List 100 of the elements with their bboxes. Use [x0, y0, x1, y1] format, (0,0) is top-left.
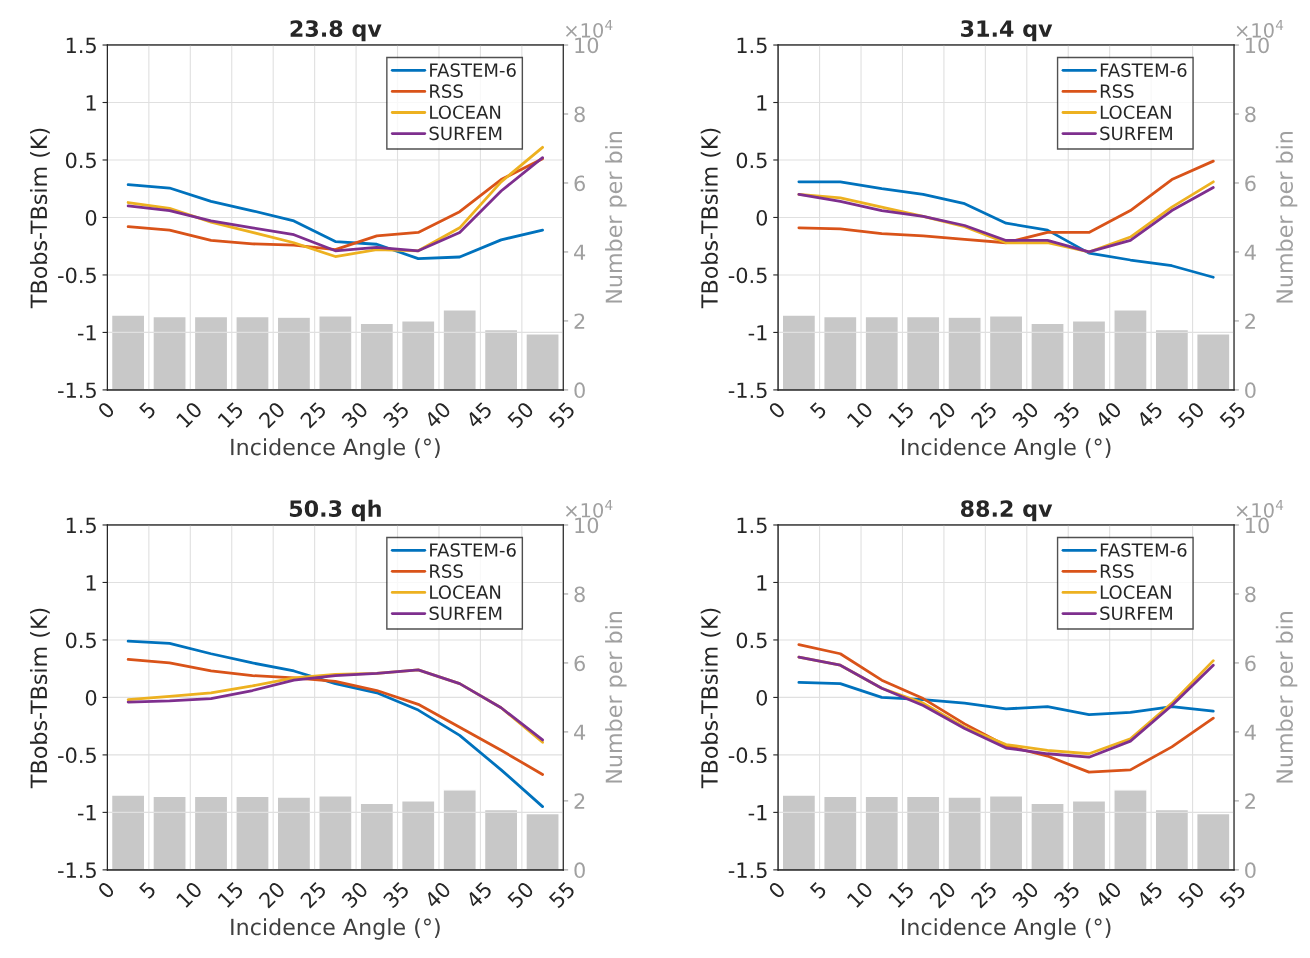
x-tick-label: 35	[1053, 401, 1081, 429]
text: ×10$^{4}$	[565, 499, 613, 518]
y-tick-label: 0.5	[736, 632, 767, 649]
x-axis-title: Incidence Angle (°)	[901, 438, 1111, 460]
chart-title: 23.8 qv	[290, 20, 382, 42]
y2-tick-label: 2	[1245, 793, 1255, 809]
x-tick-label: 40	[1094, 880, 1123, 910]
y2-tick-label: 0	[1245, 862, 1256, 879]
y-tick-label: -1	[77, 325, 96, 341]
x-tick-label: 55	[1219, 401, 1247, 429]
x-tick-label: 30	[1011, 880, 1040, 909]
text: ×10$^{4}$	[565, 20, 613, 38]
legend-label: FASTEM-6	[430, 63, 516, 77]
y2-tick-label: 4	[574, 724, 586, 740]
y-tick-label: -0.5	[58, 747, 96, 764]
y-tick-label: -1	[748, 325, 767, 341]
x-tick-label: 30	[1011, 400, 1040, 429]
x-tick-label: 5	[138, 881, 157, 900]
x-tick-label: 10	[175, 880, 203, 909]
y-tick-label: 1	[757, 575, 767, 591]
y-tick-label: 0.5	[65, 632, 96, 649]
x-tick-label: 45	[1135, 401, 1164, 430]
x-tick-label: 35	[1053, 881, 1081, 909]
y-tick-label: 0	[756, 689, 768, 706]
y2-tick-label: 10	[1246, 37, 1269, 54]
x-axis-title: Incidence Angle (°)	[231, 918, 440, 940]
x-tick-label: 50	[506, 880, 535, 909]
x-axis-title: Incidence Angle (°)	[901, 918, 1111, 940]
x-axis-title: Incidence Angle (°)	[231, 438, 440, 460]
legend-label: LOCEAN	[1100, 105, 1171, 120]
y2-tick-label: 2	[574, 793, 585, 809]
y-axis-title: TBobs-TBsim (K)	[700, 128, 721, 309]
y-tick-label: -1.5	[58, 382, 96, 399]
legend-label: RSS	[430, 84, 463, 98]
x-tick-label: 55	[548, 881, 576, 909]
y2-tick-label: 10	[575, 37, 599, 54]
y-axis-title: TBobs-TBsim (K)	[700, 608, 721, 789]
y-tick-label: 1.5	[66, 517, 96, 534]
x-tick-label: 30	[340, 400, 369, 429]
y2-tick-label: 10	[1246, 517, 1269, 534]
text: ×10$^{4}$	[1236, 20, 1284, 38]
legend-label: RSS	[1100, 564, 1134, 578]
y-tick-label: -1	[748, 805, 767, 821]
x-tick-label: 15	[217, 401, 245, 429]
x-tick-label: 25	[299, 881, 327, 909]
y2-tick-label: 0	[574, 862, 585, 879]
x-tick-label: 10	[846, 880, 874, 909]
legend-label: SURFEM	[429, 126, 502, 141]
x-tick-label: 40	[423, 880, 452, 910]
y-tick-label: -1	[77, 805, 96, 821]
x-tick-label: 5	[809, 881, 828, 900]
x-tick-label: 25	[970, 401, 998, 429]
y-tick-label: 1.5	[737, 517, 767, 534]
legend-label: RSS	[1100, 84, 1134, 98]
y-tick-label: 1	[86, 575, 96, 591]
legend-label: LOCEAN	[430, 585, 501, 600]
y-tick-label: -0.5	[728, 747, 767, 764]
x-tick-label: 20	[928, 880, 957, 909]
x-tick-label: 15	[217, 881, 245, 909]
y-tick-label: 0.5	[65, 152, 96, 169]
x-tick-label: 50	[1177, 400, 1206, 429]
legend-label: FASTEM-6	[430, 543, 516, 557]
y2-axis-title: Number per bin	[605, 611, 627, 783]
y2-tick-label: 8	[1245, 586, 1256, 603]
x-tick-label: 15	[888, 881, 915, 909]
x-tick-label: 45	[465, 881, 493, 910]
legend-label: LOCEAN	[1100, 585, 1171, 600]
y2-tick-label: 4	[1244, 244, 1256, 260]
y2-tick-label: 8	[574, 586, 585, 603]
text: ×10$^{4}$	[1236, 499, 1284, 518]
y-tick-label: 0	[756, 209, 768, 226]
y2-axis-title: Number per bin	[1275, 132, 1298, 303]
y2-tick-label: 2	[1245, 313, 1255, 329]
y-tick-label: 1	[86, 95, 96, 111]
y2-tick-label: 8	[1245, 106, 1256, 123]
x-tick-label: 50	[1177, 880, 1206, 909]
x-tick-label: 45	[1135, 881, 1164, 910]
x-tick-label: 35	[382, 881, 410, 909]
y-axis-title: TBobs-TBsim (K)	[29, 608, 50, 789]
x-tick-label: 10	[175, 400, 203, 429]
y2-tick-label: 2	[574, 313, 585, 329]
y2-tick-label: 6	[574, 655, 585, 672]
chart-title: 50.3 qh	[289, 499, 381, 522]
x-tick-label: 20	[258, 880, 286, 909]
y2-tick-label: 6	[1245, 175, 1256, 192]
chart-title: 31.4 qv	[961, 20, 1053, 42]
x-tick-label: 15	[888, 401, 915, 429]
x-tick-label: 25	[299, 401, 327, 429]
x-tick-label: 35	[382, 401, 410, 429]
legend-label: SURFEM	[429, 606, 502, 621]
x-tick-label: 10	[846, 400, 874, 429]
x-tick-label: 40	[423, 400, 452, 430]
legend-label: FASTEM-6	[1100, 63, 1187, 77]
y2-tick-label: 4	[574, 244, 586, 260]
y2-tick-label: 10	[575, 517, 599, 534]
y-tick-label: 0	[85, 209, 97, 226]
y-tick-label: -0.5	[728, 267, 767, 284]
y2-tick-label: 6	[574, 175, 585, 192]
y-axis-title: TBobs-TBsim (K)	[29, 128, 50, 309]
legend-label: RSS	[430, 564, 463, 578]
